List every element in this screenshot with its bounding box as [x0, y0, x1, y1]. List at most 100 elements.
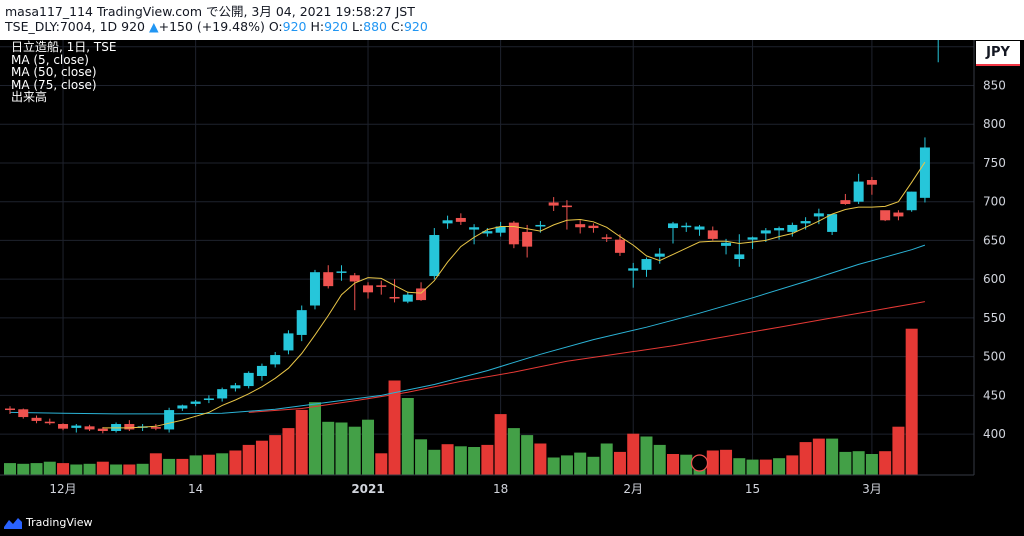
volume-bar	[786, 455, 799, 475]
up-arrow-icon: ▲	[149, 19, 159, 34]
legend-ma5[interactable]: MA (5, close)	[11, 52, 89, 67]
chart-footer	[0, 506, 1024, 536]
candle-body	[813, 213, 824, 217]
candle-body	[694, 226, 705, 230]
candle-body	[217, 389, 228, 399]
candle-body	[548, 202, 559, 206]
candle-body	[256, 365, 267, 376]
candle-body	[124, 424, 135, 430]
volume-bar	[653, 444, 666, 475]
y-tick-label: 550	[983, 311, 1006, 325]
candle-body	[508, 222, 519, 245]
candle-body	[203, 398, 214, 401]
volume-bar	[494, 414, 507, 475]
tradingview-brand: TradingView	[26, 516, 93, 529]
candle-body	[177, 405, 188, 409]
last-price: 920	[121, 19, 146, 34]
candle-body	[654, 253, 665, 257]
candle-body	[164, 410, 175, 430]
candle-body	[721, 242, 732, 246]
volume-bar	[362, 419, 375, 475]
y-tick-label: 500	[983, 350, 1006, 364]
volume-bar	[30, 463, 43, 475]
chart-header: masa117_114 TradingView.com で公開, 3月 04, …	[0, 0, 1024, 40]
symbol-text: TSE_DLY:7004, 1D	[5, 19, 122, 34]
volume-bar	[547, 457, 560, 475]
volume-bar	[57, 463, 70, 475]
legend-volume[interactable]: 出来高	[11, 90, 48, 105]
volume-bar	[773, 458, 786, 475]
volume-bar	[746, 459, 759, 475]
chart-legend: 日立造船, 1日, TSE MA (5, close) MA (50, clos…	[11, 41, 116, 104]
volume-bar	[269, 435, 282, 475]
legend-title[interactable]: 日立造船, 1日, TSE	[11, 40, 117, 54]
y-tick-label: 650	[983, 233, 1006, 247]
currency-label[interactable]: JPY	[976, 41, 1020, 64]
volume-bar	[110, 464, 123, 475]
candle-body	[800, 221, 811, 224]
candle-body	[880, 210, 891, 221]
volume-bar	[202, 454, 215, 475]
volume-bar	[640, 436, 653, 475]
volume-bar	[322, 421, 335, 475]
low-value: 880	[363, 19, 388, 34]
volume-bar	[388, 380, 401, 475]
candle-body	[44, 421, 55, 424]
publish-info: masa117_114 TradingView.com で公開, 3月 04, …	[5, 4, 415, 19]
volume-bar	[242, 444, 255, 475]
candle-body	[309, 272, 320, 306]
candle-body	[827, 214, 838, 232]
candle-body	[747, 237, 758, 240]
candle-body	[84, 426, 95, 430]
tradingview-logo[interactable]: TradingView	[4, 516, 92, 529]
y-tick-label: 600	[983, 272, 1006, 286]
candle-body	[906, 191, 917, 211]
candle-body	[707, 230, 718, 239]
volume-bar	[613, 451, 626, 475]
volume-bar	[83, 463, 96, 475]
price-change: +150 (+19.48%)	[158, 19, 265, 34]
volume-bar	[706, 450, 719, 475]
x-tick-label: 18	[493, 482, 508, 496]
volume-bar	[229, 450, 242, 475]
candle-body	[270, 355, 281, 365]
candle-body	[389, 296, 400, 299]
volume-bar	[680, 454, 693, 475]
volume-bar	[799, 442, 812, 475]
volume-bar	[839, 451, 852, 475]
volume-bar	[826, 438, 839, 475]
volume-bar	[627, 433, 640, 475]
candle-body	[323, 272, 334, 287]
open-value: 920	[282, 19, 307, 34]
candle-body	[283, 333, 294, 351]
legend-ma75[interactable]: MA (75, close)	[11, 77, 97, 92]
candle-body	[482, 231, 493, 234]
candle-body	[296, 310, 307, 335]
legend-ma50[interactable]: MA (50, close)	[11, 65, 97, 80]
tradingview-logo-icon	[4, 517, 22, 529]
earnings-marker-icon	[690, 454, 709, 472]
volume-bar	[865, 454, 878, 475]
x-tick-label: 2月	[623, 482, 643, 496]
volume-bar	[667, 454, 679, 475]
volume-bar	[96, 461, 109, 475]
high-value: 920	[324, 19, 348, 34]
candle-body	[840, 200, 851, 205]
candle-body	[5, 408, 15, 411]
candle-body	[575, 224, 586, 228]
price-chart[interactable]: 90085080075070065060055050045040012月1420…	[0, 40, 1024, 506]
volume-bar	[454, 446, 467, 475]
volume-bar	[401, 398, 414, 475]
candle-body	[561, 205, 572, 208]
x-tick-label: 2021	[351, 482, 384, 496]
candle-body	[402, 294, 413, 302]
volume-bar	[375, 453, 388, 475]
volume-bar	[560, 455, 573, 475]
symbol-info: TSE_DLY:7004, 1D 920 ▲+150 (+19.48%) O:9…	[5, 19, 428, 34]
candle-body	[243, 372, 254, 387]
volume-bar	[507, 428, 520, 475]
x-tick-label: 14	[188, 482, 203, 496]
candle-body	[734, 254, 745, 260]
volume-bar	[534, 443, 547, 475]
high-label: H:	[310, 19, 325, 34]
